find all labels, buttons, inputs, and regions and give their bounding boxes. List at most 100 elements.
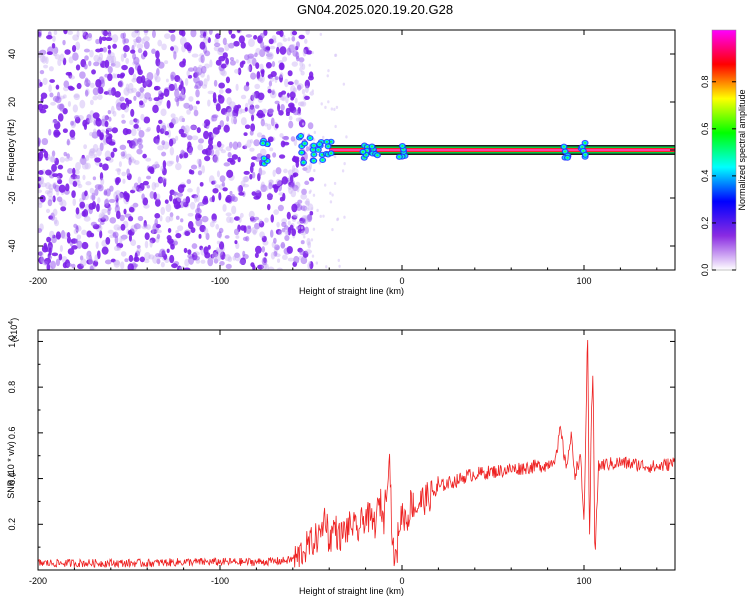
noise-cell: [213, 79, 218, 87]
noise-cell: [188, 104, 194, 111]
noise-cell: [155, 100, 162, 107]
noise-cell: [103, 189, 108, 196]
noise-cell: [169, 194, 173, 202]
noise-cell: [49, 79, 55, 83]
noise-cell: [229, 56, 235, 62]
noise-cell: [274, 244, 280, 251]
noise-cell: [341, 169, 345, 173]
noise-cell: [122, 36, 126, 45]
noise-cell: [263, 108, 267, 114]
noise-cell: [249, 130, 254, 136]
noise-cell: [304, 85, 309, 93]
noise-cell: [151, 181, 157, 191]
noise-cell: [253, 35, 258, 40]
noise-cell: [304, 180, 310, 185]
noise-cell: [38, 189, 43, 194]
noise-cell: [131, 185, 138, 191]
noise-cell: [81, 162, 89, 170]
noise-cell: [102, 137, 107, 146]
noise-cell: [52, 183, 57, 190]
noise-cell: [285, 95, 289, 104]
noise-cell: [99, 162, 103, 168]
noise-cell: [187, 67, 195, 72]
burst-cell: [370, 145, 374, 148]
noise-cell: [260, 183, 264, 192]
noise-cell: [112, 110, 117, 117]
noise-cell: [56, 196, 63, 202]
noise-cell: [259, 48, 266, 58]
noise-cell: [267, 136, 274, 143]
noise-cell: [307, 214, 312, 221]
burst-cell: [325, 140, 328, 143]
noise-cell: [130, 239, 137, 246]
noise-cell: [160, 165, 164, 172]
noise-cell: [164, 60, 169, 65]
noise-cell: [160, 261, 165, 268]
noise-cell: [86, 114, 92, 121]
noise-cell: [165, 203, 172, 213]
noise-cell: [183, 152, 189, 159]
noise-cell: [106, 126, 113, 132]
noise-cell: [89, 148, 96, 154]
noise-cell: [53, 51, 58, 57]
noise-cell: [279, 196, 284, 202]
noise-cell: [126, 139, 132, 144]
noise-cell: [88, 203, 95, 210]
noise-cell: [83, 144, 88, 150]
noise-cell: [184, 231, 191, 237]
noise-cell: [38, 137, 41, 147]
noise-cell: [286, 246, 293, 254]
colorbar-tick-label: 0.0: [700, 264, 710, 277]
noise-cell: [101, 208, 108, 214]
noise-cell: [259, 63, 264, 71]
colorbar-label: Normalized spectral amplitude: [737, 89, 747, 210]
noise-cell: [327, 100, 330, 104]
noise-cell: [169, 254, 175, 264]
noise-cell: [52, 208, 58, 217]
noise-cell: [279, 72, 284, 79]
noise-cell: [220, 149, 227, 154]
noise-cell: [196, 127, 201, 134]
noise-cell: [124, 258, 129, 263]
noise-cell: [198, 138, 205, 144]
noise-cell: [72, 52, 79, 61]
noise-cell: [69, 75, 75, 80]
noise-cell: [137, 176, 142, 184]
noise-cell: [184, 258, 190, 267]
noise-cell: [104, 115, 109, 121]
noise-cell: [237, 156, 241, 163]
noise-cell: [227, 108, 234, 117]
noise-cell: [127, 229, 133, 236]
noise-cell: [111, 55, 117, 65]
noise-cell: [207, 257, 214, 267]
noise-cell: [114, 73, 119, 79]
noise-cell: [257, 77, 263, 82]
noise-cell: [184, 125, 190, 134]
noise-cell: [300, 240, 305, 245]
carrier-band-core: [329, 149, 675, 151]
noise-cell: [38, 203, 43, 209]
noise-cell: [39, 194, 46, 203]
noise-cell: [269, 76, 275, 83]
noise-cell: [319, 214, 322, 218]
noise-cell: [116, 102, 123, 111]
bottom-y-tick-label: 0.2: [7, 518, 17, 531]
noise-cell: [67, 30, 74, 35]
noise-cell: [67, 168, 74, 174]
noise-cell: [244, 124, 251, 129]
noise-cell: [198, 80, 204, 87]
noise-cell: [50, 260, 56, 270]
noise-cell: [188, 96, 194, 102]
noise-cell: [288, 120, 294, 129]
noise-cell: [171, 263, 178, 269]
noise-cell: [133, 160, 140, 165]
noise-cell: [153, 191, 157, 200]
noise-cell: [315, 261, 319, 265]
noise-cell: [53, 129, 61, 138]
noise-cell: [222, 37, 227, 46]
noise-cell: [93, 54, 100, 62]
noise-cell: [51, 236, 57, 244]
noise-cell: [180, 149, 185, 156]
noise-cell: [281, 90, 287, 95]
noise-cell: [178, 84, 182, 92]
